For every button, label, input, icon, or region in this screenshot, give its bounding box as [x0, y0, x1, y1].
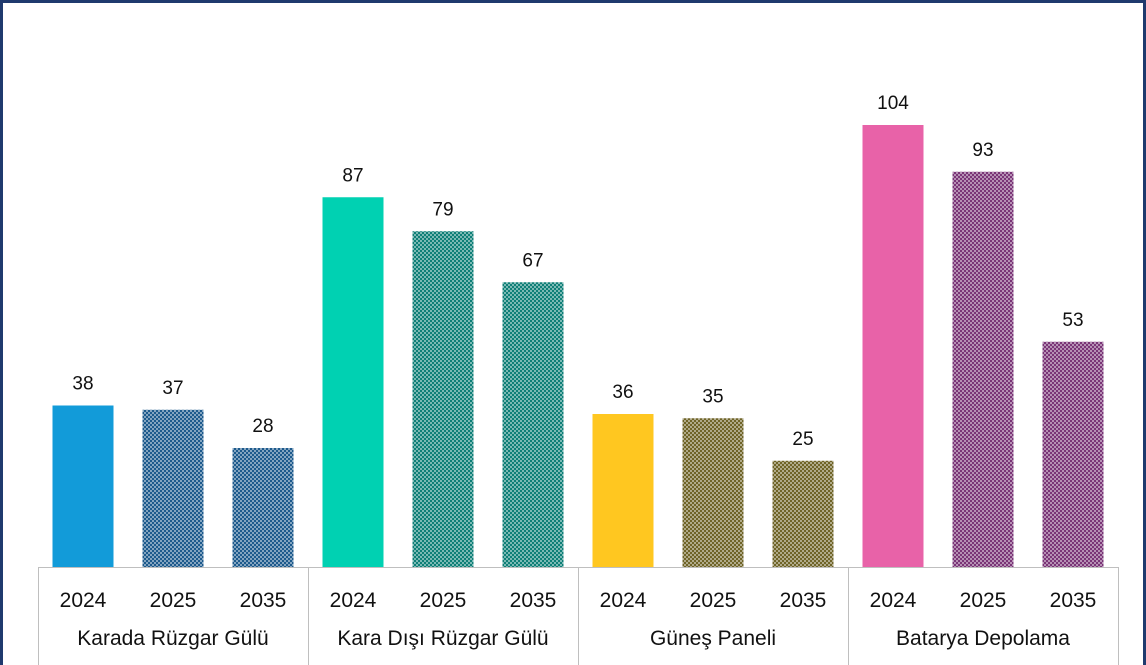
- tick-label-3-2025: 2025: [960, 589, 1007, 612]
- value-label-3-2025: 93: [972, 140, 993, 161]
- tick-label-2-2024: 2024: [600, 589, 647, 612]
- tick-label-2-2025: 2025: [690, 589, 737, 612]
- value-label-0-2025: 37: [162, 378, 183, 399]
- tick-label-3-2035: 2035: [1050, 589, 1097, 612]
- bar-1-2035: [502, 282, 564, 567]
- bars-layer: [52, 125, 1104, 567]
- tick-label-1-2035: 2035: [510, 589, 557, 612]
- value-label-1-2024: 87: [342, 165, 363, 186]
- group-label-1: Kara Dışı Rüzgar Gülü: [337, 627, 548, 650]
- tick-label-2-2035: 2035: [780, 589, 827, 612]
- tick-label-1-2024: 2024: [330, 589, 377, 612]
- bar-1-2024: [322, 197, 384, 567]
- category-axis: 2024 2025 2035 Karada Rüzgar Gülü 2024 2025 20…: [38, 567, 1119, 665]
- bar-1-2025: [412, 231, 474, 567]
- bar-0-2024: [52, 405, 114, 567]
- bar-2-2024: [592, 414, 654, 567]
- value-label-1-2035: 67: [522, 250, 543, 271]
- tick-label-1-2025: 2025: [420, 589, 467, 612]
- value-label-2-2025: 35: [702, 386, 723, 407]
- value-label-0-2024: 38: [72, 374, 93, 395]
- value-label-3-2024: 104: [877, 93, 909, 114]
- bar-3-2025: [952, 171, 1014, 567]
- value-label-0-2035: 28: [252, 416, 273, 437]
- bar-3-2035: [1042, 341, 1104, 567]
- value-label-1-2025: 79: [432, 199, 453, 220]
- bar-0-2025: [142, 409, 204, 567]
- bar-3-2024: [862, 125, 924, 567]
- tick-label-3-2024: 2024: [870, 589, 917, 612]
- value-labels-layer: 38 37 28 87 79 67 36 35 25 104 93 53: [72, 93, 1083, 450]
- bar-2-2035: [772, 460, 834, 567]
- value-label-2-2035: 25: [792, 429, 813, 450]
- group-label-0: Karada Rüzgar Gülü: [77, 627, 268, 650]
- tick-label-0-2024: 2024: [60, 589, 107, 612]
- tick-label-0-2035: 2035: [240, 589, 287, 612]
- bar-2-2025: [682, 418, 744, 567]
- group-label-3: Batarya Depolama: [896, 627, 1070, 650]
- group-label-2: Güneş Paneli: [650, 627, 776, 650]
- value-label-2-2024: 36: [612, 382, 633, 403]
- tick-label-0-2025: 2025: [150, 589, 197, 612]
- value-label-3-2035: 53: [1062, 310, 1083, 331]
- bar-0-2035: [232, 448, 294, 567]
